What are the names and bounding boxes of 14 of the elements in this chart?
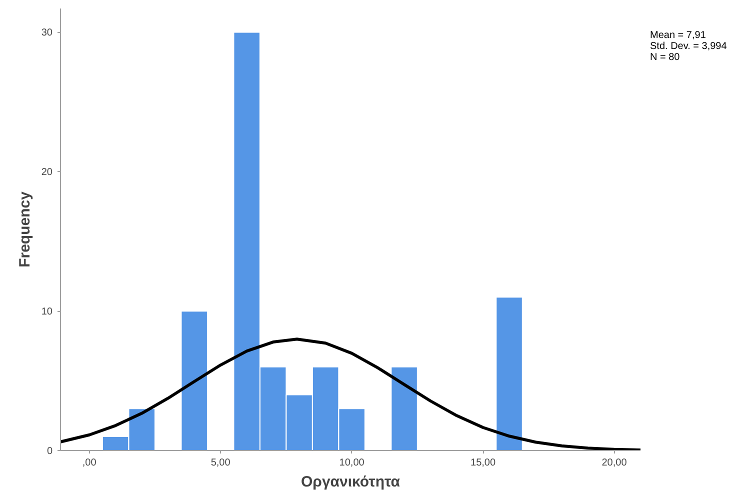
x-tick-label: 10,00: [339, 458, 365, 468]
text: Mean = 7,91: [650, 30, 707, 41]
y-axis-title: Frequency: [16, 190, 34, 268]
x-tick-label: 20,00: [602, 458, 628, 468]
y-tick-label: 10: [41, 306, 53, 318]
y-tick-label: 30: [41, 28, 53, 39]
x-tick-label: 5,00: [210, 458, 231, 468]
x-tick-label: ,00: [82, 458, 97, 468]
y-tick-label: 20: [41, 167, 53, 178]
text: N = 80: [650, 52, 681, 63]
x-axis-title: Οργανικότητα: [301, 474, 401, 490]
x-tick-label: 15,00: [470, 458, 496, 468]
y-tick-label: 0: [46, 446, 53, 457]
text: Std. Dev. = 3,994: [650, 41, 727, 52]
